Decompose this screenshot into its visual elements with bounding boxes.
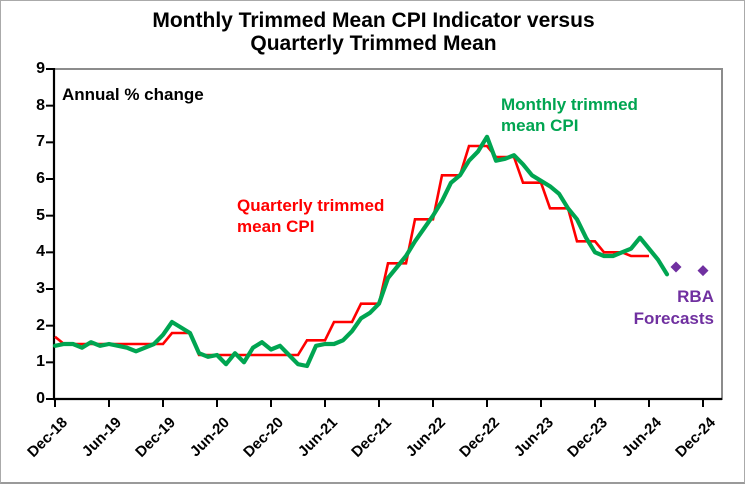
y-tick-label: 7 bbox=[36, 133, 45, 151]
monthly-series-label: Monthly trimmed mean CPI bbox=[501, 94, 638, 136]
chart-title: Monthly Trimmed Mean CPI Indicator versu… bbox=[1, 9, 744, 55]
quarterly-cpi-line bbox=[54, 144, 649, 357]
y-tick-label: 0 bbox=[36, 390, 45, 407]
forecast-diamond bbox=[697, 265, 709, 277]
rba-forecast-label-line2: Forecasts bbox=[633, 309, 714, 328]
y-tick-label: 3 bbox=[36, 280, 45, 297]
monthly-cpi-line bbox=[52, 134, 670, 369]
rba-forecast-label: RBA Forecasts bbox=[571, 286, 714, 330]
quarterly-series-label-line1: Quarterly trimmed bbox=[237, 196, 385, 215]
y-tick-label: 4 bbox=[36, 243, 45, 261]
y-tick-label: 2 bbox=[36, 316, 45, 334]
rba-forecast-label-line1: RBA bbox=[677, 287, 714, 306]
y-tick-label: 5 bbox=[36, 206, 45, 224]
chart-title-line2: Quarterly Trimmed Mean bbox=[250, 32, 497, 55]
y-tick-label: 6 bbox=[36, 170, 45, 187]
monthly-series-label-line2: mean CPI bbox=[501, 116, 579, 135]
monthly-series-label-line1: Monthly trimmed bbox=[501, 95, 638, 114]
y-tick-label: 8 bbox=[36, 96, 45, 114]
y-tick-label: 9 bbox=[36, 60, 45, 77]
forecast-diamond bbox=[670, 261, 682, 273]
quarterly-series-label: Quarterly trimmed mean CPI bbox=[237, 195, 384, 237]
chart-title-line1: Monthly Trimmed Mean CPI Indicator versu… bbox=[152, 9, 595, 32]
quarterly-series-label-line2: mean CPI bbox=[237, 217, 315, 236]
y-tick-label: 1 bbox=[36, 353, 45, 371]
y-axis-note: Annual % change bbox=[62, 85, 204, 104]
